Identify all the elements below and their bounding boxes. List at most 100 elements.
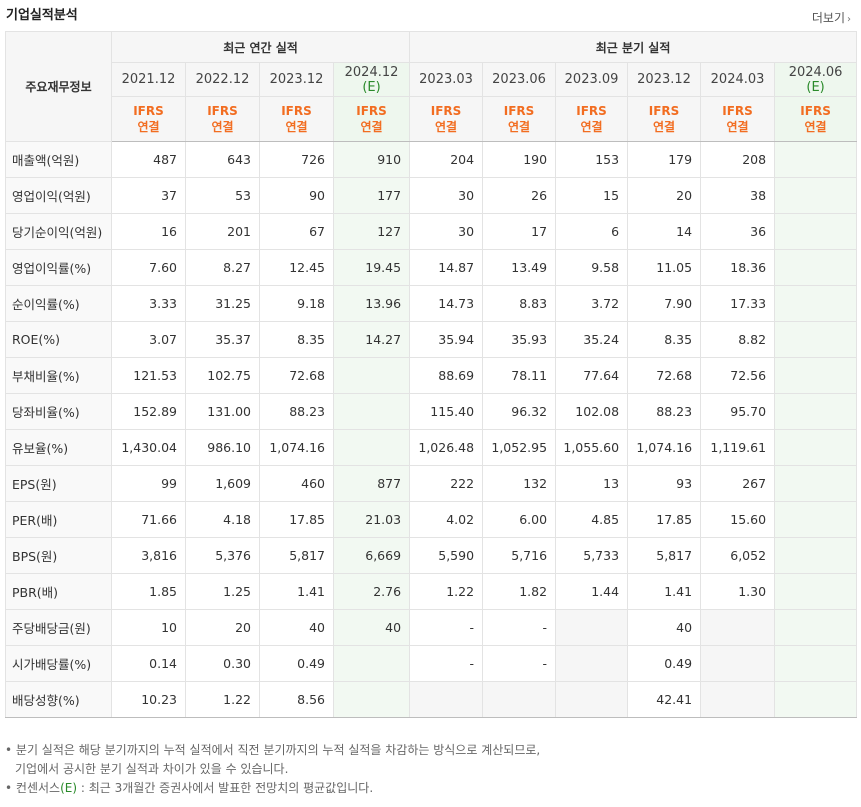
table-cell (700, 645, 776, 682)
period-label: 2022.12 (195, 72, 250, 87)
period-header: 2022.12 (185, 62, 260, 97)
table-cell: 77.64 (555, 357, 629, 394)
table-cell: 90 (259, 177, 334, 214)
period-label: 2021.12 (121, 72, 176, 87)
table-cell (774, 645, 858, 682)
consolidated-label: 연결 (653, 120, 676, 134)
ifrs-label: IFRS (503, 104, 535, 118)
table-cell: 460 (259, 465, 334, 502)
period-header: 2024.06 (E) (774, 62, 858, 97)
table-cell: 18.36 (700, 249, 776, 286)
accounting-basis: IFRS 연결 (332, 96, 411, 142)
table-cell: 93 (627, 465, 702, 502)
table-cell: 0.49 (627, 645, 702, 682)
table-cell: 201 (185, 213, 260, 250)
table-cell: 71.66 (111, 501, 186, 538)
period-header: 2023.09 (555, 62, 629, 97)
table-cell (700, 609, 776, 646)
table-cell: 152.89 (111, 393, 186, 430)
table-cell: 204 (409, 141, 484, 178)
accounting-basis: IFRS 연결 (555, 96, 629, 142)
table-cell: 1.41 (259, 573, 334, 610)
annual-group-header: 최근 연간 실적 (110, 31, 411, 63)
table-cell: 2.76 (332, 573, 411, 610)
table-cell: 15 (555, 177, 629, 214)
chevron-right-icon: › (847, 14, 851, 25)
row-label: 주당배당금(원) (5, 609, 112, 646)
period-header: 2021.12 (111, 62, 186, 97)
table-cell: 115.40 (409, 393, 484, 430)
table-cell: 1,026.48 (409, 429, 484, 466)
period-header: 2024.03 (700, 62, 776, 97)
table-cell: 14.87 (409, 249, 484, 286)
table-cell: 8.56 (259, 681, 334, 718)
table-cell: 4.85 (555, 501, 629, 538)
table-cell: 13.96 (332, 285, 411, 322)
table-cell (774, 177, 858, 214)
table-cell: 17.85 (259, 501, 334, 538)
accounting-basis: IFRS 연결 (774, 96, 858, 142)
table-cell: - (409, 609, 484, 646)
table-cell: 5,590 (409, 537, 484, 574)
table-cell: 14.73 (409, 285, 484, 322)
table-cell (774, 609, 858, 646)
table-cell: 21.03 (332, 501, 411, 538)
row-label: PER(배) (5, 501, 112, 538)
table-cell: 5,817 (627, 537, 702, 574)
table-cell: 102.08 (555, 393, 629, 430)
table-cell (774, 249, 858, 286)
table-cell: 6,052 (700, 537, 776, 574)
footnote-2-pre: 컨센서스 (15, 781, 61, 795)
estimate-mark: (E) (362, 79, 381, 95)
table-row: 유보율(%) 1,430.04 986.10 1,074.16 1,026.48 1,05… (5, 429, 858, 466)
accounting-basis: IFRS 연결 (409, 96, 484, 142)
table-cell: 877 (332, 465, 411, 502)
table-cell: 67 (259, 213, 334, 250)
table-cell: 14.27 (332, 321, 411, 358)
period-label: 2024.06 (788, 64, 843, 80)
table-cell: 0.49 (259, 645, 334, 682)
table-cell: 19.45 (332, 249, 411, 286)
table-cell: 1.82 (482, 573, 557, 610)
table-cell: 1,609 (185, 465, 260, 502)
table-cell: 30 (409, 177, 484, 214)
table-cell: 643 (185, 141, 260, 178)
table-cell: 7.90 (627, 285, 702, 322)
more-link[interactable]: 더보기 › (812, 9, 851, 26)
table-cell: 72.68 (627, 357, 702, 394)
table-cell: 8.83 (482, 285, 557, 322)
table-row: 영업이익(억원) 37 53 90 177 30 26 15 20 38 (5, 177, 858, 214)
footnote-1-text: 분기 실적은 해당 분기까지의 누적 실적에서 직전 분기까지의 누적 실적을 … (15, 743, 541, 757)
table-cell: 12.45 (259, 249, 334, 286)
table-cell: - (482, 609, 557, 646)
table-cell: 132 (482, 465, 557, 502)
table-cell (555, 681, 629, 718)
table-cell: 40 (332, 609, 411, 646)
consolidated-label: 연결 (137, 120, 160, 134)
consolidated-label: 연결 (508, 120, 531, 134)
table-cell: 16 (111, 213, 186, 250)
row-label: 배당성향(%) (5, 681, 112, 718)
more-label[interactable]: 더보기 (811, 11, 845, 25)
table-cell (774, 537, 858, 574)
table-cell: 5,733 (555, 537, 629, 574)
table-row: 주당배당금(원) 10 20 40 40- -40 (5, 609, 858, 646)
table-cell: 153 (555, 141, 629, 178)
row-label: 당기순이익(억원) (5, 213, 112, 250)
period-header: 2023.12 (259, 62, 334, 97)
table-cell: 37 (111, 177, 186, 214)
table-row: 영업이익률(%) 7.60 8.27 12.45 19.45 14.87 13.49 9.58… (5, 249, 858, 286)
period-label: 2023.06 (492, 72, 546, 87)
table-cell: 38 (700, 177, 776, 214)
table-row: EPS(원) 99 1,609 460 877 222 132 13 93 267 (5, 465, 858, 502)
table-cell: 3.72 (555, 285, 629, 322)
table-cell: 36 (700, 213, 776, 250)
table-cell: 1.22 (185, 681, 260, 718)
row-label: 유보율(%) (5, 429, 112, 466)
accounting-basis: IFRS 연결 (482, 96, 557, 142)
consolidated-label: 연결 (580, 120, 603, 134)
consolidated-label: 연결 (211, 120, 234, 134)
financial-table: 주요재무정보 최근 연간 실적 최근 분기 실적 2021.12 2022.12 2… (5, 31, 858, 718)
table-cell: 127 (332, 213, 411, 250)
table-cell: 88.69 (409, 357, 484, 394)
